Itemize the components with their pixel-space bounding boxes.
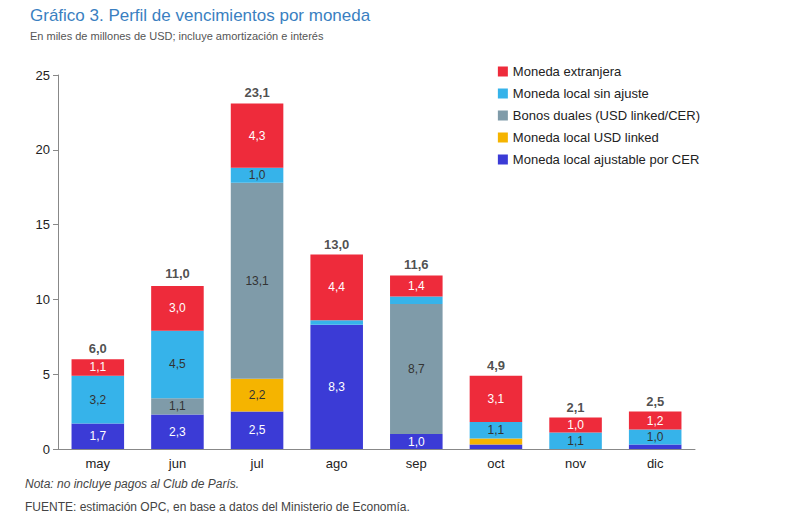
svg-text:3,0: 3,0 <box>169 301 186 315</box>
svg-text:1,7: 1,7 <box>89 429 106 443</box>
svg-text:FUENTE: estimación OPC, en bas: FUENTE: estimación OPC, en base a datos … <box>25 500 410 514</box>
svg-text:10: 10 <box>36 292 50 307</box>
svg-text:13,0: 13,0 <box>324 237 349 252</box>
svg-text:15: 15 <box>36 217 50 232</box>
svg-text:1,1: 1,1 <box>488 423 505 437</box>
svg-text:1,0: 1,0 <box>567 418 584 432</box>
svg-text:1,1: 1,1 <box>169 399 186 413</box>
svg-text:nov: nov <box>565 456 586 471</box>
svg-text:20: 20 <box>36 142 50 157</box>
svg-text:oct: oct <box>487 456 505 471</box>
svg-text:4,4: 4,4 <box>328 280 345 294</box>
svg-text:Nota: no incluye pagos al Club: Nota: no incluye pagos al Club de París. <box>25 477 239 491</box>
svg-text:1,0: 1,0 <box>249 168 266 182</box>
svg-text:3,2: 3,2 <box>89 393 106 407</box>
svg-text:Moneda extranjera: Moneda extranjera <box>513 64 622 79</box>
svg-text:Gráfico 3. Perfil de vencimien: Gráfico 3. Perfil de vencimientos por mo… <box>30 6 371 25</box>
svg-text:11,6: 11,6 <box>404 257 429 272</box>
svg-text:3,1: 3,1 <box>488 392 505 406</box>
svg-text:8,7: 8,7 <box>408 362 425 376</box>
svg-text:may: may <box>86 456 111 471</box>
svg-text:En miles de millones de USD; i: En miles de millones de USD; incluye amo… <box>30 30 324 42</box>
svg-text:Moneda local USD linked: Moneda local USD linked <box>513 130 659 145</box>
svg-text:jul: jul <box>250 456 264 471</box>
svg-text:6,0: 6,0 <box>89 341 107 356</box>
svg-text:1,0: 1,0 <box>408 435 425 449</box>
svg-text:23,1: 23,1 <box>244 85 269 100</box>
svg-text:4,5: 4,5 <box>169 357 186 371</box>
svg-text:sep: sep <box>406 456 427 471</box>
svg-text:2,2: 2,2 <box>249 388 266 402</box>
svg-text:4,3: 4,3 <box>249 129 266 143</box>
svg-text:1,1: 1,1 <box>89 360 106 374</box>
svg-text:Moneda local ajustable por CER: Moneda local ajustable por CER <box>513 152 699 167</box>
svg-text:2,5: 2,5 <box>249 423 266 437</box>
svg-text:2,3: 2,3 <box>169 425 186 439</box>
svg-text:1,1: 1,1 <box>567 434 584 448</box>
svg-text:13,1: 13,1 <box>245 274 269 288</box>
svg-text:dic: dic <box>647 456 664 471</box>
svg-text:11,0: 11,0 <box>165 266 190 281</box>
svg-text:2,5: 2,5 <box>646 394 664 409</box>
svg-text:1,0: 1,0 <box>647 430 664 444</box>
svg-text:1,4: 1,4 <box>408 279 425 293</box>
svg-text:8,3: 8,3 <box>328 380 345 394</box>
svg-text:jun: jun <box>168 456 186 471</box>
svg-text:25: 25 <box>36 68 50 83</box>
svg-text:1,2: 1,2 <box>647 414 664 428</box>
svg-text:2,1: 2,1 <box>567 400 585 415</box>
svg-text:4,9: 4,9 <box>487 358 505 373</box>
svg-text:5: 5 <box>43 367 50 382</box>
svg-text:Moneda local sin ajuste: Moneda local sin ajuste <box>513 86 649 101</box>
svg-text:0: 0 <box>43 442 50 457</box>
svg-text:Bonos duales (USD linked/CER): Bonos duales (USD linked/CER) <box>513 108 700 123</box>
svg-text:ago: ago <box>326 456 348 471</box>
